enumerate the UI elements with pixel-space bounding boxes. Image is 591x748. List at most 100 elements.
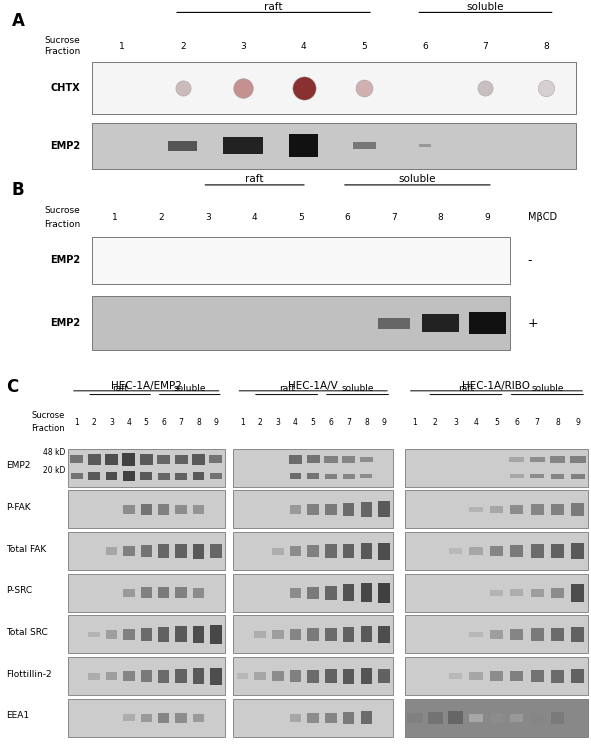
Text: 8: 8 [555,418,560,427]
Text: 48 kD: 48 kD [43,448,65,457]
Bar [361,474,372,478]
Bar [123,589,135,597]
Bar [87,454,100,465]
Bar [233,699,393,737]
Bar [157,455,170,464]
Bar [405,699,588,737]
Bar [193,472,204,480]
Bar [571,543,584,559]
Text: 5: 5 [494,418,499,427]
Bar [176,505,187,514]
Text: 4: 4 [252,212,258,221]
Text: Total FAK: Total FAK [6,545,46,554]
Bar [141,587,152,598]
Text: 8: 8 [438,212,443,221]
Bar [168,141,197,150]
Text: 4: 4 [126,418,131,427]
Text: 7: 7 [391,212,397,221]
Text: -: - [528,254,532,267]
Bar [174,455,187,465]
Bar [307,713,319,723]
Text: 3: 3 [241,43,246,52]
Bar [158,545,170,558]
Bar [490,506,503,513]
Text: 6: 6 [422,43,428,52]
Bar [106,548,117,555]
Bar [510,505,524,514]
Bar [324,456,337,463]
Text: 2: 2 [258,418,262,427]
Text: 1: 1 [112,212,118,221]
Bar [510,589,524,596]
Bar [571,473,584,479]
Text: Sucrose: Sucrose [45,206,80,215]
Text: raft: raft [245,174,264,184]
Bar [123,714,135,721]
Bar [272,548,284,554]
Bar [290,473,301,479]
Bar [551,669,564,683]
Bar [71,473,83,479]
Point [299,82,309,94]
Bar [123,671,135,681]
Text: 9: 9 [576,418,580,427]
Text: B: B [12,181,24,199]
Bar [139,454,153,465]
Bar [510,714,524,722]
Bar [325,473,337,479]
Bar [307,669,319,683]
Text: HEC-1A/RIBO: HEC-1A/RIBO [462,381,531,391]
Bar [405,491,588,528]
Point [178,82,187,94]
Text: soluble: soluble [399,174,436,184]
Bar [210,625,222,643]
Bar [342,456,355,462]
Bar [289,455,302,464]
Bar [551,628,564,641]
Text: 8: 8 [364,418,369,427]
Bar [193,544,204,559]
Text: 3: 3 [205,212,211,221]
Bar [176,627,187,643]
Text: 5: 5 [311,418,316,427]
Bar [469,672,483,680]
Bar [551,712,564,724]
Bar [510,629,524,640]
Bar [176,587,187,598]
Bar [510,474,524,478]
Text: 9: 9 [213,418,218,427]
Bar [571,583,584,602]
Bar [405,449,588,487]
Bar [378,626,390,643]
Bar [210,668,222,684]
Text: EMP2: EMP2 [6,462,30,470]
Text: Fraction: Fraction [44,47,80,56]
Text: Fraction: Fraction [31,423,65,433]
Bar [193,668,204,684]
Text: raft: raft [264,1,283,12]
Bar [192,454,205,465]
Bar [254,631,266,638]
Text: 4: 4 [473,418,479,427]
Text: P-SRC: P-SRC [6,586,32,595]
Bar [88,472,100,480]
Bar [290,714,301,722]
Bar [290,629,301,640]
Bar [360,456,373,462]
Bar [448,711,463,725]
Bar [233,574,393,612]
Text: Total SRC: Total SRC [6,628,48,637]
Point [541,82,551,94]
Text: raft: raft [112,384,128,393]
Text: 4: 4 [293,418,298,427]
Bar [531,628,544,640]
Text: 8: 8 [196,418,201,427]
Bar [307,628,319,640]
Bar [233,616,393,654]
Bar [551,473,564,479]
Bar [290,134,318,157]
Text: soluble: soluble [467,1,504,12]
Text: EMP2: EMP2 [50,255,80,266]
Text: 2: 2 [180,43,186,52]
Text: 4: 4 [301,43,307,52]
